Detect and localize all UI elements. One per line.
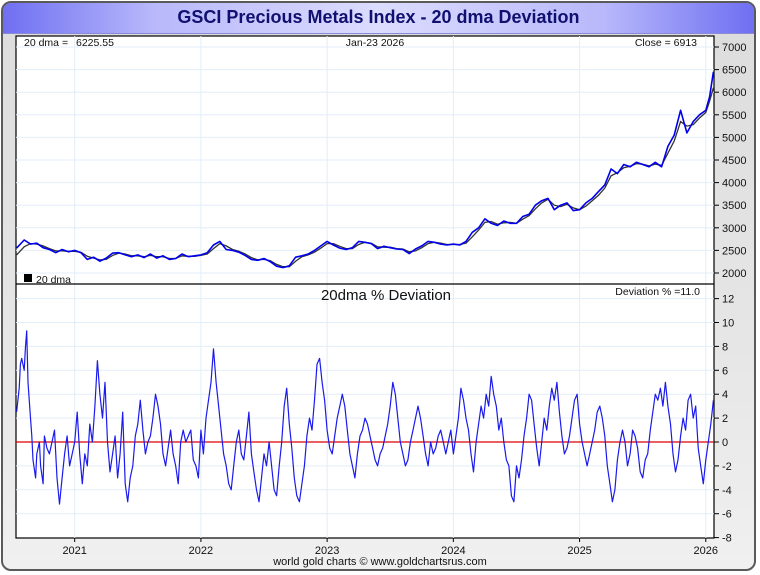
y-tick-label-bottom: 12 (722, 294, 734, 306)
chart-title: GSCI Precious Metals Index - 20 dma Devi… (177, 7, 580, 27)
plot-background (15, 35, 715, 539)
x-tick-label: 2023 (315, 545, 339, 557)
chart-date: Jan-23 2026 (346, 37, 405, 49)
footer-credit: world gold charts © www.goldchartsrus.co… (273, 556, 487, 568)
y-tick-label-top: 3000 (722, 223, 746, 235)
y-tick-label-bottom: -2 (722, 461, 732, 473)
legend-label-20dma: 20 dma (36, 274, 71, 286)
y-tick-label-bottom: 10 (722, 318, 734, 330)
x-tick-label: 2026 (694, 545, 718, 557)
y-tick-label-top: 5000 (722, 132, 746, 144)
x-tick-label: 2021 (62, 545, 86, 557)
y-tick-label-bottom: 6 (722, 365, 728, 377)
close-value: Close = 6913 (635, 37, 697, 49)
series-line-close (16, 71, 715, 269)
x-tick-label: 2024 (441, 545, 465, 557)
legend-swatch-20dma (24, 274, 32, 282)
title-bar: GSCI Precious Metals Index - 20 dma Devi… (3, 3, 754, 34)
y-tick-label-top: 6500 (722, 65, 746, 77)
y-tick-label-bottom: 4 (722, 389, 728, 401)
y-tick-label-bottom: -4 (722, 485, 732, 497)
y-tick-label-top: 6000 (722, 87, 746, 99)
deviation-value: Deviation % =11.0 (615, 286, 700, 298)
y-tick-label-bottom: 2 (722, 413, 728, 425)
y-tick-label-bottom: 0 (722, 437, 728, 449)
price-series-group (16, 71, 715, 269)
y-tick-label-top: 7000 (722, 42, 746, 54)
x-tick-label: 2025 (567, 545, 591, 557)
grid (16, 36, 714, 538)
y-tick-label-bottom: -6 (722, 509, 732, 521)
y-tick-label-top: 2500 (722, 245, 746, 257)
axes-group: 2000 2500 3000 3500 4000 4500 5000 5500 6000 6500… (62, 42, 746, 557)
x-tick-label: 2022 (189, 545, 213, 557)
deviation-panel-title: 20dma % Deviation (321, 287, 451, 304)
y-tick-label-top: 3500 (722, 200, 746, 212)
deviation-series-group (16, 330, 714, 505)
y-tick-label-bottom: 8 (722, 341, 728, 353)
y-tick-label-top: 4000 (722, 178, 746, 190)
dma-value: 6225.55 (76, 37, 114, 49)
series-line-deviation (16, 330, 714, 505)
y-tick-label-top: 2000 (722, 268, 746, 280)
y-tick-label-top: 5500 (722, 110, 746, 122)
y-tick-label-top: 4500 (722, 155, 746, 167)
dma-label: 20 dma = (24, 37, 68, 49)
y-tick-label-bottom: -8 (722, 533, 732, 545)
